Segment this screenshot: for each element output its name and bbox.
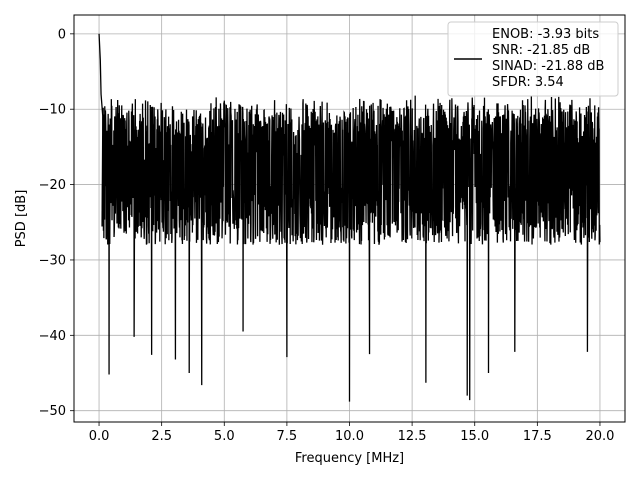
x-tick-label: 7.5 bbox=[277, 429, 298, 444]
x-axis-label: Frequency [MHz] bbox=[295, 451, 404, 466]
x-tick-label: 0.0 bbox=[89, 429, 110, 444]
legend-line-2: SNR: -21.85 dB bbox=[492, 43, 590, 58]
x-tick-label: 20.0 bbox=[585, 429, 614, 444]
y-tick-label: 0 bbox=[58, 27, 66, 42]
x-tick-label: 17.5 bbox=[523, 429, 552, 444]
ticks: 0.0 2.5 5.0 7.5 10.0 12.5 15.0 17.5 20.0 0 −10 −20 −… bbox=[39, 27, 615, 444]
y-tick-label: −50 bbox=[39, 404, 66, 419]
y-tick-label: −10 bbox=[39, 103, 66, 118]
legend-line-4: SFDR: 3.54 bbox=[492, 75, 564, 90]
x-tick-label: 10.0 bbox=[335, 429, 364, 444]
y-tick-label: −20 bbox=[39, 178, 66, 193]
x-tick-label: 12.5 bbox=[398, 429, 427, 444]
legend-line-3: SINAD: -21.88 dB bbox=[492, 59, 604, 74]
psd-series-line bbox=[98, 33, 601, 402]
y-tick-label: −30 bbox=[39, 253, 66, 268]
x-tick-label: 2.5 bbox=[151, 429, 172, 444]
data-area bbox=[98, 33, 601, 402]
y-axis-label: PSD [dB] bbox=[14, 190, 29, 248]
legend-box bbox=[447, 21, 619, 97]
x-tick-label: 5.0 bbox=[214, 429, 235, 444]
legend: ENOB: -3.93 bits SNR: -21.85 dB SINAD: -… bbox=[447, 21, 619, 97]
y-tick-label: −40 bbox=[39, 329, 66, 344]
x-tick-label: 15.0 bbox=[460, 429, 489, 444]
legend-line-1: ENOB: -3.93 bits bbox=[492, 27, 599, 42]
